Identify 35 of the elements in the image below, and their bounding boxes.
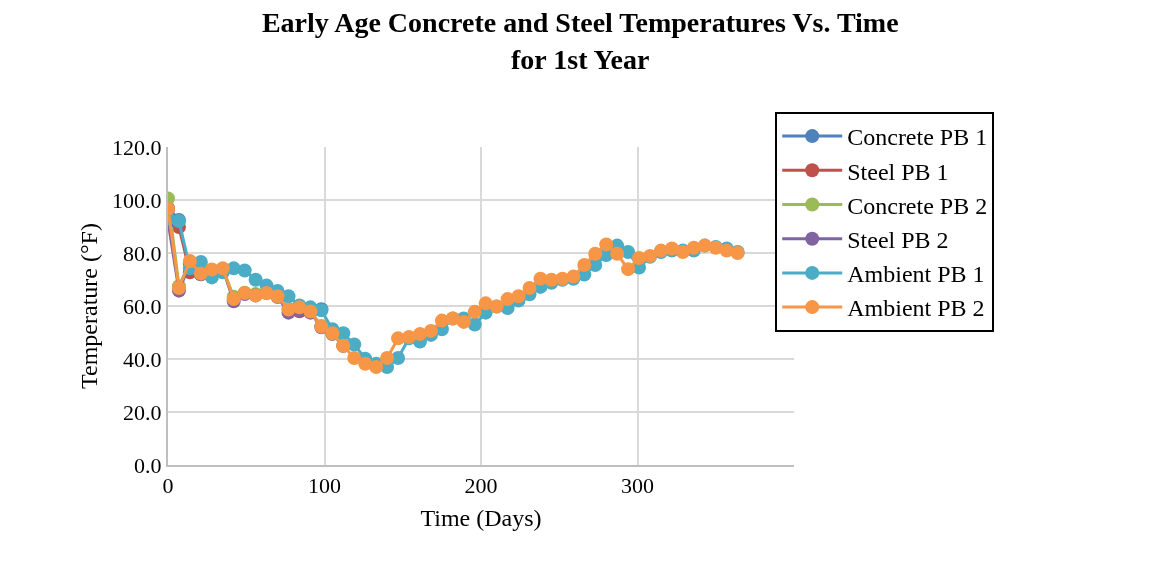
y-tick-label: 100.0: [112, 187, 162, 213]
legend-label: Ambient PB 1: [847, 261, 985, 288]
y-tick-label: 60.0: [123, 293, 162, 319]
y-tick-label: 80.0: [123, 240, 162, 266]
y-tick-label: 40.0: [123, 346, 162, 372]
point: [522, 280, 537, 295]
legend-label: Steel PB 2: [847, 227, 949, 254]
legend-label: Concrete PB 1: [847, 124, 988, 151]
point: [412, 327, 427, 342]
point: [358, 356, 373, 371]
point: [347, 350, 362, 365]
point: [248, 272, 263, 287]
point: [621, 262, 636, 277]
point: [511, 289, 526, 304]
legend-label: Ambient PB 2: [847, 295, 985, 322]
chart-title: Early Age Concrete and Steel Temperatures Vs. Time for 1st Year: [261, 7, 899, 75]
y-axis-title: Temperature (°F): [75, 223, 102, 389]
legend-label: Concrete PB 2: [847, 192, 988, 219]
point: [599, 237, 614, 252]
x-axis-title: Time (Days): [420, 505, 542, 532]
x-tick-label: 0: [162, 473, 174, 499]
x-tick-label: 200: [464, 473, 498, 499]
point: [467, 304, 482, 319]
point: [380, 350, 395, 365]
point: [423, 323, 438, 338]
point: [577, 257, 592, 272]
point: [610, 246, 625, 261]
y-tick-label: 120.0: [112, 134, 162, 160]
point: [588, 246, 603, 261]
x-tick-label: 300: [621, 473, 654, 499]
x-tick-label: 100: [308, 473, 341, 499]
point: [237, 263, 252, 278]
legend-label: Steel PB 1: [847, 158, 949, 185]
y-tick-label: 20.0: [123, 399, 162, 425]
y-tick-label: 0.0: [134, 452, 162, 478]
